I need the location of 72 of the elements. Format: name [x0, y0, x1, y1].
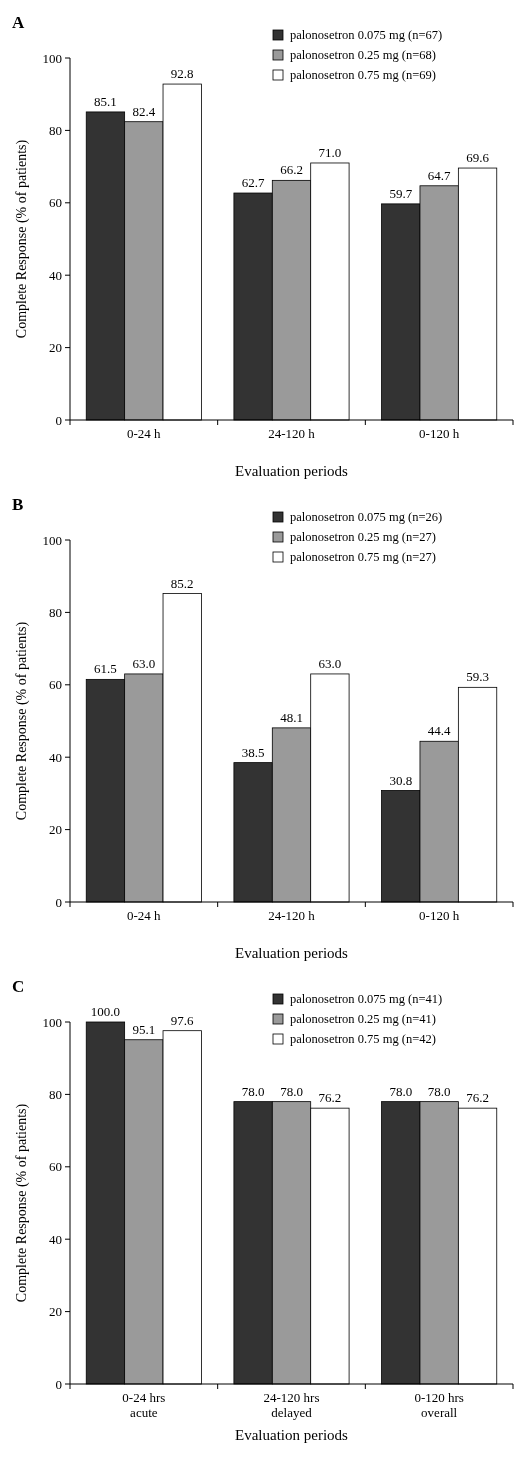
data-label: 30.8 [389, 772, 413, 788]
data-label: 59.3 [466, 669, 489, 685]
y-tick-label: 20 [49, 340, 62, 356]
data-label: 44.4 [427, 723, 452, 739]
chart-title: B [12, 495, 24, 514]
y-tick-label: 0 [55, 1376, 62, 1392]
y-axis-title: Complete Response (% of patients) [14, 621, 30, 821]
y-tick-label: 80 [49, 604, 62, 620]
data-label: 62.7 [241, 175, 265, 191]
y-tick-label: 40 [49, 1231, 62, 1247]
data-label: 63.0 [318, 655, 342, 671]
x-axis-title: Evaluation periods [235, 463, 349, 479]
x-tick-label: 0-24 h [127, 908, 162, 923]
chart-title: A [12, 13, 25, 32]
y-tick-label: 100 [42, 532, 62, 548]
data-label: 78.0 [389, 1083, 413, 1099]
x-axis-title: Evaluation periods [235, 1427, 349, 1443]
data-label: 97.6 [170, 1012, 195, 1028]
legend-label: palonosetron 0.75 mg (n=42) [290, 1032, 436, 1047]
y-tick-label: 0 [55, 412, 62, 428]
data-label: 63.0 [132, 655, 156, 671]
data-label: 100.0 [90, 1004, 121, 1019]
chart-title: C [12, 977, 25, 996]
y-tick-label: 80 [49, 1086, 62, 1102]
legend-label: palonosetron 0.25 mg (n=41) [290, 1012, 436, 1027]
data-label: 76.2 [318, 1090, 342, 1106]
data-label: 78.0 [280, 1083, 303, 1099]
data-label: 69.6 [466, 150, 490, 166]
y-tick-label: 60 [49, 195, 62, 211]
data-label: 59.7 [389, 185, 413, 201]
x-axis-title: Evaluation periods [235, 945, 349, 961]
legend-label: palonosetron 0.75 mg (n=69) [290, 68, 436, 83]
y-tick-label: 20 [49, 822, 62, 838]
y-tick-label: 0 [55, 894, 62, 910]
y-tick-label: 40 [49, 749, 62, 765]
legend-label: palonosetron 0.25 mg (n=27) [290, 530, 436, 545]
legend-label: palonosetron 0.25 mg (n=68) [290, 48, 436, 63]
x-tick-label: 24-120 h [268, 908, 316, 923]
y-tick-label: 100 [42, 50, 62, 66]
x-tick-label: 0-24 hrs acute [122, 1390, 166, 1420]
x-tick-label: 0-120 h [419, 426, 460, 441]
data-label: 78.0 [427, 1083, 451, 1099]
x-tick-label: 0-120 h [419, 908, 460, 923]
data-label: 64.7 [427, 167, 452, 183]
data-label: 85.1 [94, 93, 117, 109]
legend-label: palonosetron 0.075 mg (n=67) [290, 28, 443, 43]
x-tick-label: 24-120 h [268, 426, 316, 441]
data-label: 48.1 [280, 709, 303, 725]
legend-label: palonosetron 0.075 mg (n=41) [290, 992, 443, 1007]
y-tick-label: 20 [49, 1304, 62, 1320]
data-label: 78.0 [241, 1083, 265, 1099]
data-label: 76.2 [466, 1090, 489, 1106]
x-tick-label: 0-24 h [127, 426, 162, 441]
y-tick-label: 100 [42, 1014, 62, 1030]
y-axis-title: Complete Response (% of patients) [14, 139, 30, 339]
data-label: 92.8 [170, 66, 194, 82]
data-label: 66.2 [280, 162, 303, 178]
x-tick-label: 24-120 hrs delayed [263, 1390, 320, 1420]
y-axis-title: Complete Response (% of patients) [14, 1103, 30, 1303]
legend-label: palonosetron 0.075 mg (n=26) [290, 510, 443, 525]
data-label: 61.5 [94, 661, 117, 677]
y-tick-label: 60 [49, 677, 62, 693]
y-tick-label: 40 [49, 267, 62, 283]
data-label: 71.0 [318, 144, 342, 160]
y-tick-label: 60 [49, 1159, 62, 1175]
data-label: 82.4 [132, 103, 156, 119]
x-tick-label: 0-120 hrs overall [414, 1390, 464, 1420]
legend-label: palonosetron 0.75 mg (n=27) [290, 550, 436, 565]
data-label: 38.5 [241, 744, 265, 760]
y-tick-label: 80 [49, 122, 62, 138]
data-label: 85.2 [170, 575, 194, 591]
data-label: 95.1 [132, 1021, 156, 1037]
